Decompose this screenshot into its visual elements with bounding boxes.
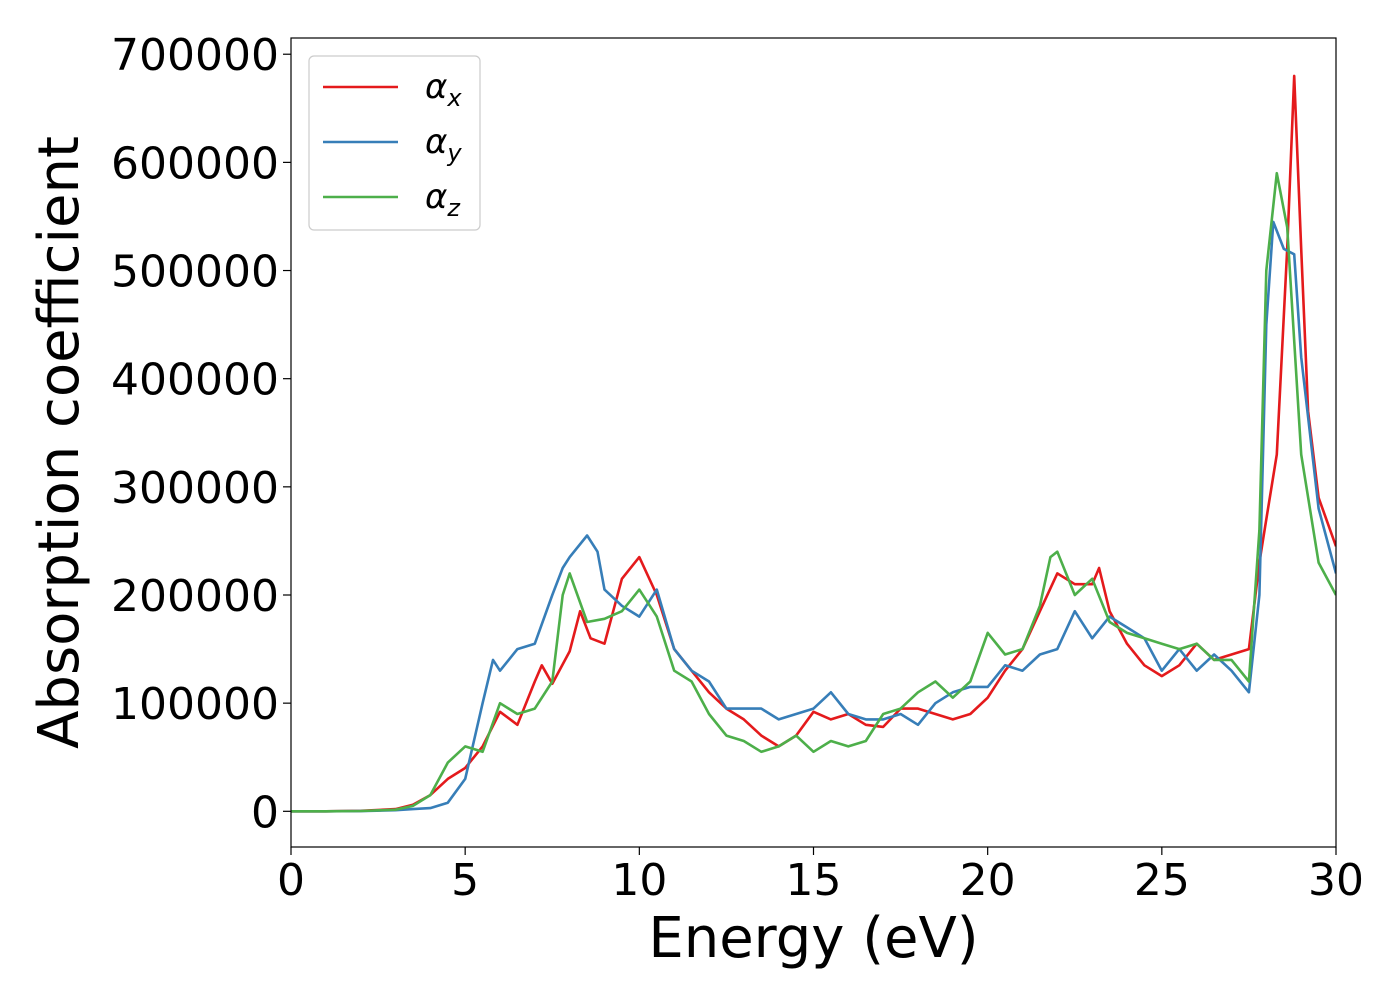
y-tick-label: 400000: [111, 355, 279, 406]
x-tick-label: 5: [451, 855, 479, 906]
legend-label-z: αz: [425, 177, 461, 222]
x-tick-label: 15: [786, 855, 842, 906]
x-tick-label: 25: [1134, 855, 1190, 906]
y-axis-label: Absorption coefficient: [27, 136, 92, 749]
x-axis: 0 5 10 15 20 25 30: [277, 847, 1364, 906]
series-line-z: [291, 171, 1336, 813]
x-tick-label: 20: [960, 855, 1016, 906]
legend: αx αy αz: [308, 55, 481, 231]
y-tick-label: 100000: [111, 679, 279, 730]
y-tick-label: 300000: [111, 463, 279, 514]
series-line-x: [291, 74, 1336, 813]
x-tick-label: 10: [611, 855, 667, 906]
plot-area: [291, 74, 1336, 813]
x-tick-label: 30: [1308, 855, 1364, 906]
y-tick-label: 500000: [111, 247, 279, 298]
y-tick-label: 700000: [111, 30, 279, 81]
y-tick-label: 200000: [111, 571, 279, 622]
series-line-y: [291, 220, 1336, 813]
y-tick-label: 0: [251, 787, 279, 838]
legend-label-x: αx: [425, 67, 462, 112]
x-axis-label: Energy (eV): [648, 906, 978, 971]
y-axis: 0 100000 200000 300000 400000 500000 600000 700…: [111, 30, 291, 838]
legend-label-y: αy: [425, 122, 462, 167]
y-tick-label: 600000: [111, 138, 279, 189]
x-tick-label: 0: [277, 855, 305, 906]
